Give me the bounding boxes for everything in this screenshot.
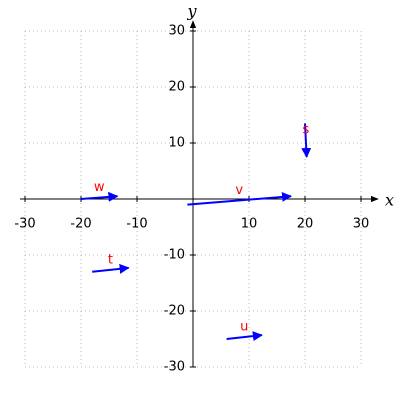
y-tick-label: 30	[168, 24, 185, 39]
y-tick-label: -30	[164, 360, 185, 375]
vector	[187, 191, 292, 206]
y-axis-label: y	[186, 2, 197, 21]
y-tick-label: -10	[164, 248, 185, 263]
vector-label: s	[302, 123, 309, 138]
vector-label: w	[94, 180, 105, 195]
vector	[226, 331, 263, 342]
vector	[92, 263, 130, 274]
x-axis-label: x	[385, 191, 394, 210]
vector-label: u	[240, 320, 248, 335]
y-tick-label: 10	[168, 136, 185, 151]
vector	[301, 123, 312, 158]
x-tick-label: -20	[70, 217, 91, 232]
x-tick-label: 10	[241, 217, 258, 232]
x-tick-label: 20	[297, 217, 314, 232]
y-tick-label: 20	[168, 80, 185, 95]
x-tick-label: -30	[14, 217, 35, 232]
vector-label: t	[108, 252, 113, 267]
vector	[80, 191, 119, 202]
x-tick-label: -10	[126, 217, 147, 232]
vector-label: v	[235, 183, 243, 198]
x-tick-label: 30	[353, 217, 370, 232]
y-tick-label: -20	[164, 304, 185, 319]
